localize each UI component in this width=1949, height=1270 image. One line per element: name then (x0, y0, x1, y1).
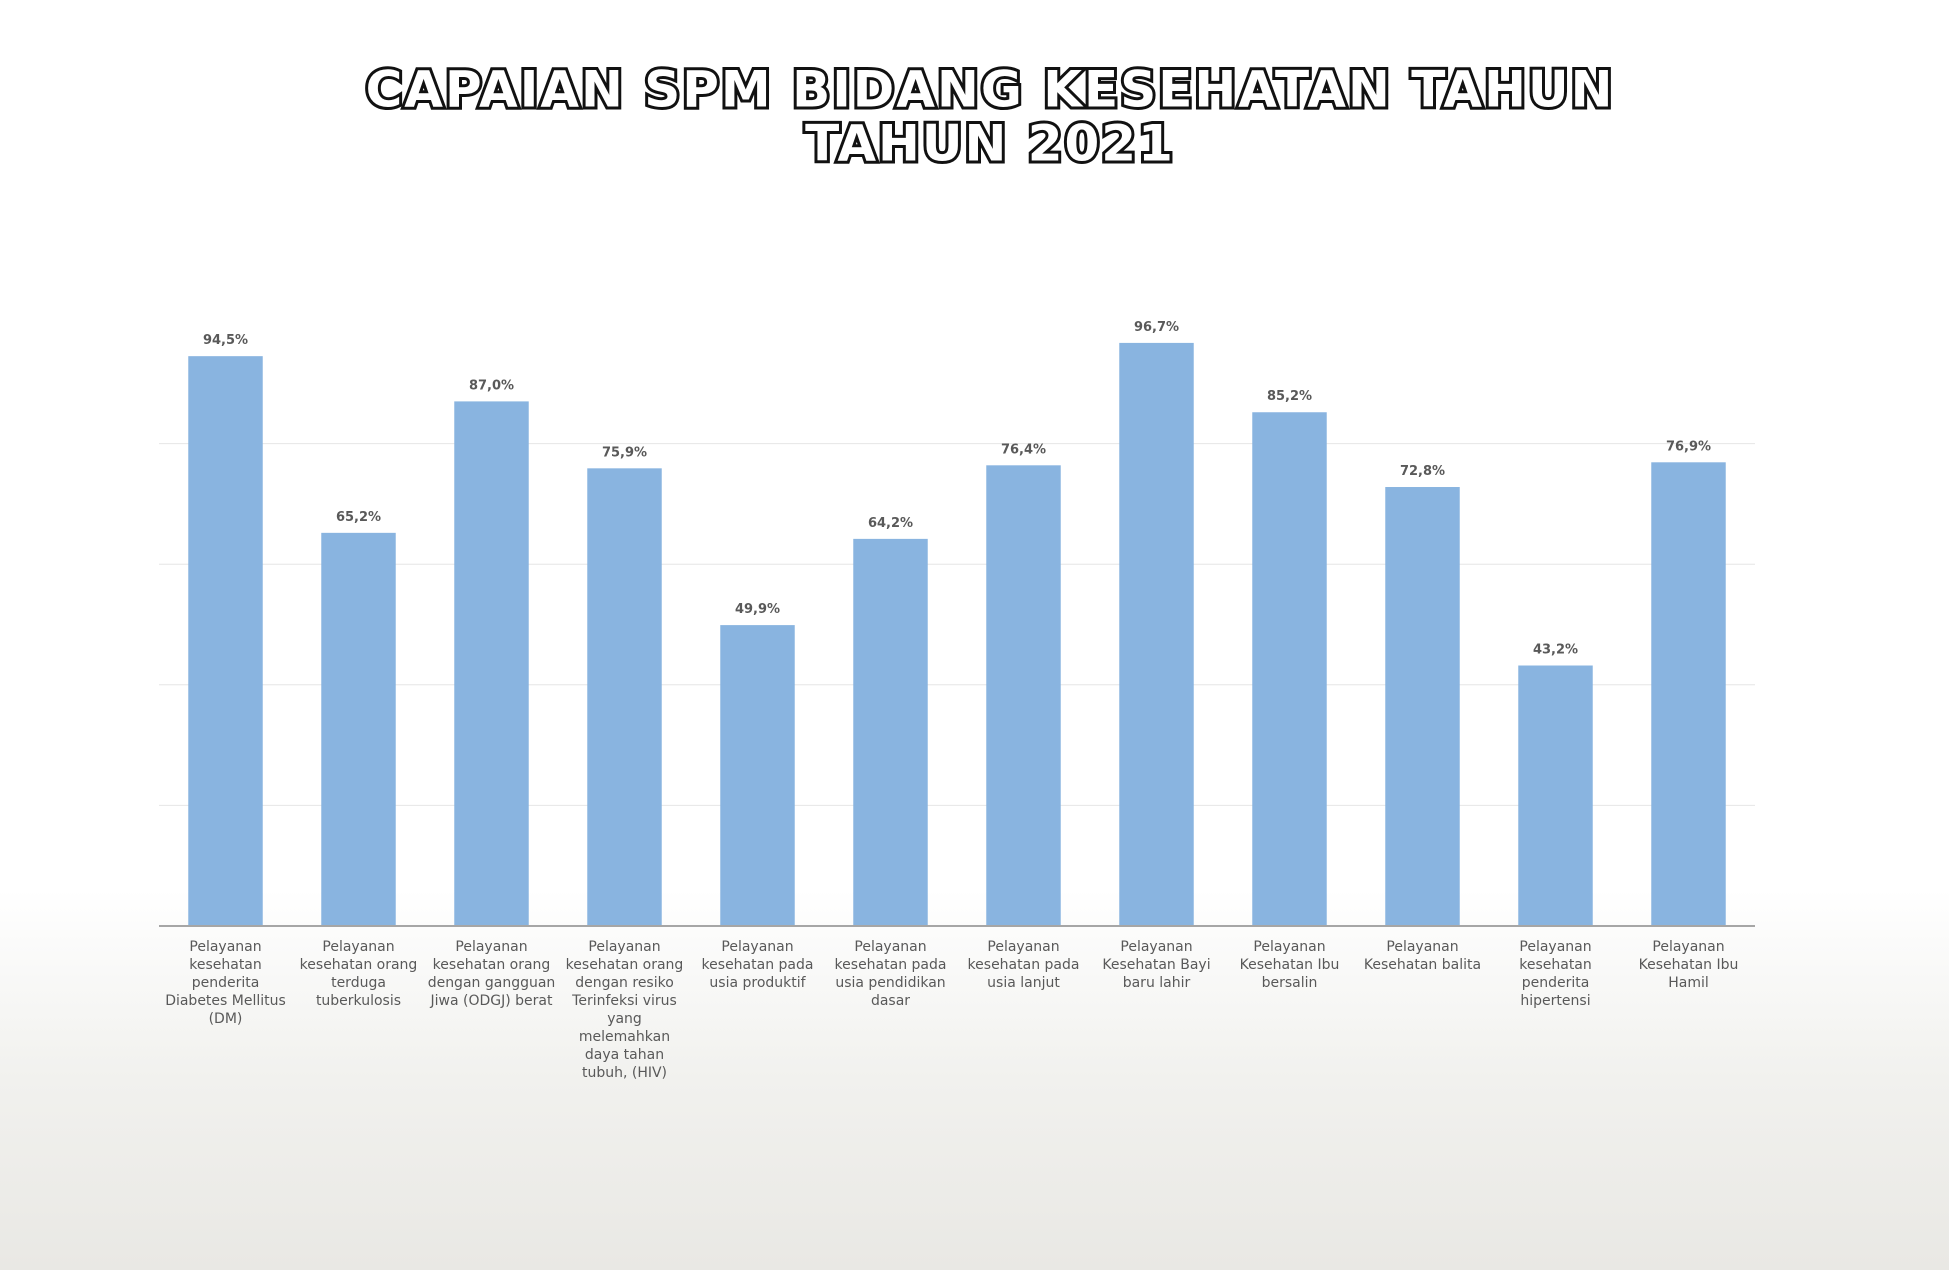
chart-subtitle: TAHUN 2021 (805, 115, 1175, 173)
x-tick-label: Pelayanan Kesehatan balita (1363, 939, 1482, 973)
value-label: 85,2% (1267, 389, 1312, 404)
value-label: 65,2% (336, 510, 381, 525)
bar (1252, 412, 1327, 926)
value-label: 75,9% (602, 445, 647, 460)
bar (853, 538, 928, 926)
x-tick-label: Pelayanan kesehatan penderita hipertensi (1519, 939, 1592, 1009)
bar (1651, 462, 1726, 926)
x-tick-label: Pelayanan kesehatan orang terduga tuberk… (299, 939, 418, 1009)
bar (1518, 665, 1593, 926)
x-tick-label: Pelayanan kesehatan orang dengan ganggua… (427, 939, 556, 1009)
bar (454, 401, 529, 926)
x-tick-label: Pelayanan kesehatan orang dengan resiko … (565, 939, 684, 1081)
bar (986, 465, 1061, 926)
x-tick-label: Pelayanan kesehatan pada usia lanjut (967, 939, 1080, 991)
bar (720, 625, 795, 926)
x-tick-label: Pelayanan kesehatan pada usia pendidikan… (834, 939, 947, 1009)
value-label: 43,2% (1533, 643, 1578, 658)
value-label: 64,2% (868, 516, 913, 531)
bar (587, 468, 662, 926)
value-label: 87,0% (469, 378, 514, 393)
x-tick-label: Pelayanan Kesehatan Ibu bersalin (1239, 939, 1340, 991)
bar (188, 356, 263, 926)
value-label: 76,4% (1001, 442, 1046, 457)
value-label: 72,8% (1400, 464, 1445, 479)
value-label: 94,5% (203, 333, 248, 348)
x-tick-label: Pelayanan Kesehatan Bayi baru lahir (1102, 939, 1211, 991)
x-tick-label: Pelayanan Kesehatan Ibu Hamil (1638, 939, 1739, 991)
bar (1385, 487, 1460, 926)
value-label: 76,9% (1666, 439, 1711, 454)
x-tick-label: Pelayanan kesehatan pada usia produktif (701, 939, 814, 991)
chart-title: CAPAIAN SPM BIDANG KESEHATAN TAHUN (366, 61, 1615, 119)
value-label: 49,9% (735, 602, 780, 617)
value-label: 96,7% (1134, 320, 1179, 335)
x-tick-label: Pelayanan kesehatan penderita Diabetes M… (165, 939, 286, 1027)
bar (1119, 342, 1194, 926)
bar (321, 532, 396, 926)
